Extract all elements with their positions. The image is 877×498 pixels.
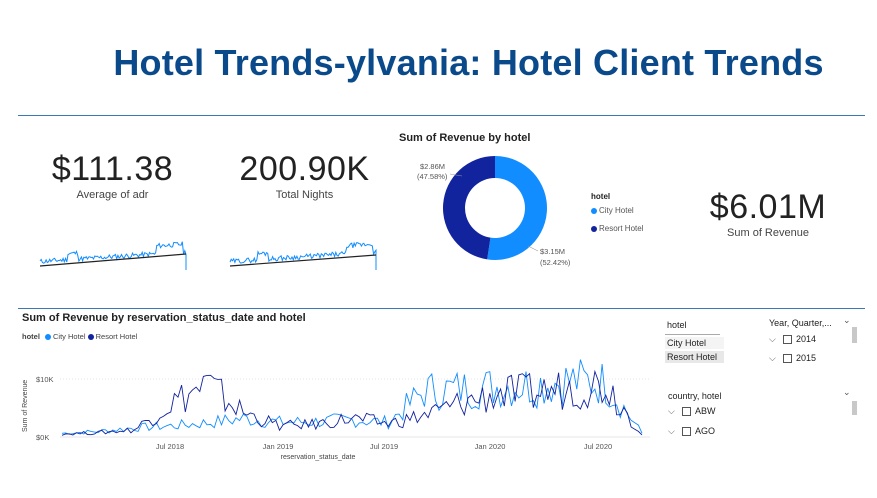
linechart-title: Sum of Revenue by reservation_status_dat… — [22, 312, 306, 324]
donut-label-city-value: $3.15M — [540, 247, 565, 256]
kpi-adr-label: Average of adr — [76, 189, 149, 201]
expand-chevron-icon[interactable]: ⌵ — [769, 353, 776, 363]
donut-legend-city-label: City Hotel — [599, 206, 634, 215]
hotel-slicer-item-resort[interactable]: Resort Hotel — [665, 351, 724, 363]
donut-label-resort-pct: (47.58%) — [417, 172, 448, 181]
linechart-legend: hotel City Hotel Resort Hotel — [22, 332, 137, 341]
hotel-slicer-underline — [665, 334, 720, 335]
year-slicer-title: Year, Quarter,... — [769, 318, 832, 328]
donut-slice-resort-hotel[interactable] — [442, 156, 495, 260]
donut-legend-resort-label: Resort Hotel — [599, 224, 644, 233]
kpi-revenue-value: $6.01M — [709, 188, 827, 226]
donut-legend-title: hotel — [591, 192, 611, 201]
linechart-legend-city[interactable]: City Hotel — [53, 332, 86, 341]
country-slicer-item-abw[interactable]: ⌵ ABW — [668, 406, 716, 417]
donut-slice-city-hotel[interactable] — [487, 156, 547, 260]
donut-label-resort-value: $2.86M — [420, 162, 445, 171]
year-slicer-item-2014[interactable]: ⌵ 2014 — [769, 334, 816, 345]
expand-chevron-icon[interactable]: ⌵ — [668, 426, 675, 436]
section-divider — [18, 308, 865, 309]
donut-chart[interactable]: $2.86M (47.58%) $3.15M (52.42%) — [400, 150, 590, 275]
xtick-jan-2020: Jan 2020 — [475, 442, 506, 451]
checkbox-2014[interactable] — [783, 335, 792, 345]
year-slicer-scrollbar[interactable] — [852, 327, 857, 343]
legend-dot-city — [591, 207, 597, 214]
kpi-nights-sparkline — [229, 241, 377, 270]
kpi-revenue-label: Sum of Revenue — [727, 227, 809, 239]
country-item-label: ABW — [695, 406, 716, 416]
kpi-nights-label: Total Nights — [275, 189, 334, 201]
ytick-10k: $10K — [36, 375, 54, 384]
year-item-label: 2015 — [796, 353, 817, 363]
year-slicer-item-2015[interactable]: ⌵ 2015 — [769, 353, 816, 364]
linechart-legend-resort[interactable]: Resort Hotel — [95, 332, 138, 341]
country-slicer-item-ago[interactable]: ⌵ AGO — [668, 426, 715, 437]
linechart[interactable]: Sum of Revenue $10K $0K Jul 2018 Jan 201… — [18, 345, 653, 465]
checkbox-2015[interactable] — [783, 354, 792, 364]
xtick-jan-2019: Jan 2019 — [263, 442, 294, 451]
legend-dot-city-2 — [45, 334, 52, 341]
kpi-nights-card[interactable]: 200.90K Total Nights — [222, 150, 387, 201]
kpi-revenue-card[interactable]: $6.01M Sum of Revenue — [683, 188, 853, 239]
country-slicer-chevron-icon[interactable]: ⌄ — [843, 387, 851, 397]
xtick-jul-2019: Jul 2019 — [370, 442, 398, 451]
year-item-label: 2014 — [796, 334, 817, 344]
page-title: Hotel Trends-ylvania: Hotel Client Trend… — [113, 42, 824, 83]
expand-chevron-icon[interactable]: ⌵ — [769, 334, 776, 344]
donut-legend-resort[interactable]: Resort Hotel — [591, 224, 643, 233]
kpi-adr-sparkline — [39, 241, 187, 270]
linechart-ylabel: Sum of Revenue — [22, 380, 29, 432]
year-slicer-chevron-icon[interactable]: ⌄ — [843, 315, 851, 325]
legend-dot-resort-2 — [87, 334, 94, 341]
series-city-hotel — [61, 359, 643, 435]
ytick-0k: $0K — [36, 433, 49, 442]
xtick-jul-2018: Jul 2018 — [156, 442, 184, 451]
kpi-nights-value: 200.90K — [239, 150, 370, 188]
donut-label-city-pct: (52.42%) — [540, 258, 571, 267]
hotel-slicer-item-city[interactable]: City Hotel — [665, 337, 724, 349]
country-item-label: AGO — [695, 426, 716, 436]
linechart-legend-title: hotel — [22, 332, 40, 341]
checkbox-ago[interactable] — [682, 427, 691, 437]
kpi-adr-value: $111.38 — [51, 150, 174, 188]
kpi-adr-card[interactable]: $111.38 Average of adr — [30, 150, 195, 201]
xtick-jul-2020: Jul 2020 — [584, 442, 612, 451]
country-slicer-title: country, hotel — [668, 391, 722, 401]
donut-legend-city[interactable]: City Hotel — [591, 206, 634, 215]
expand-chevron-icon[interactable]: ⌵ — [668, 406, 675, 416]
donut-title: Sum of Revenue by hotel — [399, 132, 531, 144]
title-divider — [18, 115, 865, 116]
linechart-xlabel: reservation_status_date — [281, 454, 356, 461]
legend-dot-resort — [591, 225, 597, 232]
country-slicer-scrollbar[interactable] — [852, 401, 857, 415]
checkbox-abw[interactable] — [682, 407, 691, 417]
hotel-slicer-title: hotel — [667, 320, 687, 330]
series-resort-hotel — [61, 369, 643, 436]
